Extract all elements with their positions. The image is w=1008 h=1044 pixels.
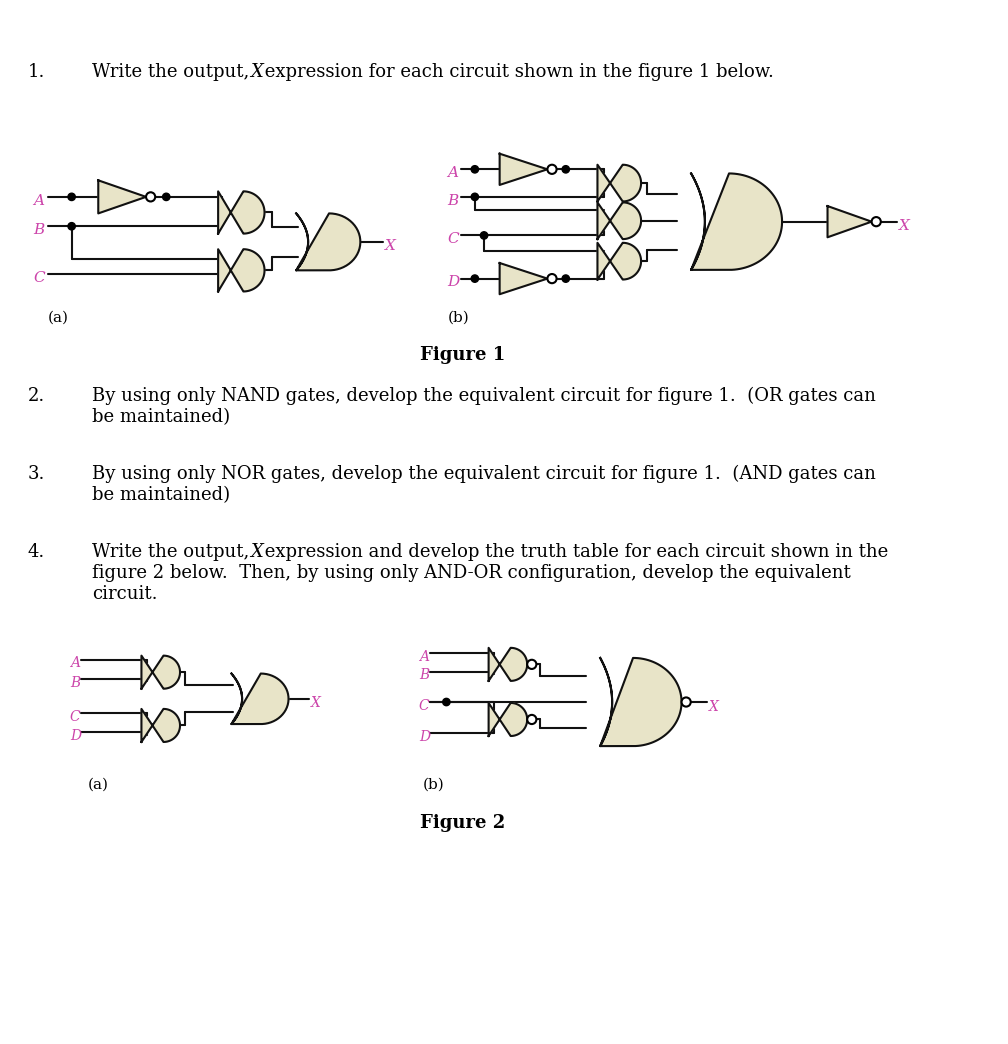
Polygon shape — [489, 703, 527, 736]
Text: D: D — [70, 729, 81, 743]
Text: Write the output,: Write the output, — [92, 63, 255, 80]
Polygon shape — [598, 243, 641, 280]
Polygon shape — [141, 656, 180, 689]
Text: be maintained): be maintained) — [92, 487, 230, 504]
Circle shape — [547, 274, 556, 283]
Circle shape — [527, 715, 536, 725]
Polygon shape — [218, 250, 264, 291]
Polygon shape — [296, 213, 360, 270]
Text: A: A — [70, 657, 80, 670]
Polygon shape — [232, 673, 288, 725]
Text: B: B — [70, 675, 80, 690]
Circle shape — [527, 660, 536, 669]
Circle shape — [547, 165, 556, 174]
Text: expression and develop the truth table for each circuit shown in the: expression and develop the truth table f… — [259, 543, 888, 561]
Circle shape — [443, 698, 450, 706]
Polygon shape — [141, 709, 180, 742]
Circle shape — [562, 275, 570, 282]
Text: A: A — [33, 193, 44, 208]
Circle shape — [146, 192, 155, 201]
Circle shape — [481, 232, 488, 239]
Text: X: X — [310, 696, 321, 710]
Polygon shape — [489, 648, 527, 681]
Text: be maintained): be maintained) — [92, 408, 230, 426]
Polygon shape — [600, 658, 681, 746]
Text: C: C — [70, 710, 81, 723]
Text: (b): (b) — [448, 311, 469, 325]
Text: C: C — [448, 232, 459, 246]
Text: B: B — [448, 193, 459, 208]
Text: D: D — [448, 276, 460, 289]
Text: A: A — [418, 650, 428, 664]
Circle shape — [162, 193, 170, 200]
Text: (b): (b) — [422, 778, 445, 791]
Circle shape — [68, 193, 76, 200]
Text: 3.: 3. — [27, 465, 45, 483]
Text: circuit.: circuit. — [92, 586, 157, 603]
Text: (a): (a) — [47, 311, 69, 325]
Polygon shape — [598, 165, 641, 201]
Text: B: B — [33, 223, 44, 237]
Polygon shape — [598, 203, 641, 239]
Circle shape — [562, 166, 570, 173]
Polygon shape — [691, 173, 782, 270]
Text: expression for each circuit shown in the figure 1 below.: expression for each circuit shown in the… — [259, 63, 774, 80]
Text: 1.: 1. — [27, 63, 45, 80]
Text: figure 2 below.  Then, by using only AND-OR configuration, develop the equivalen: figure 2 below. Then, by using only AND-… — [92, 564, 851, 583]
Text: X: X — [899, 219, 910, 233]
Circle shape — [471, 166, 479, 173]
Text: (a): (a) — [88, 778, 109, 791]
Polygon shape — [98, 181, 146, 213]
Polygon shape — [500, 263, 547, 294]
Circle shape — [471, 275, 479, 282]
Text: D: D — [418, 730, 430, 744]
Polygon shape — [828, 206, 872, 237]
Text: 4.: 4. — [27, 543, 44, 561]
Text: By using only NAND gates, develop the equivalent circuit for figure 1.  (OR gate: By using only NAND gates, develop the eq… — [92, 387, 876, 405]
Circle shape — [872, 217, 881, 227]
Text: X: X — [250, 63, 263, 80]
Circle shape — [68, 222, 76, 230]
Text: Figure 1: Figure 1 — [420, 346, 506, 363]
Text: A: A — [448, 166, 459, 180]
Text: X: X — [709, 699, 719, 714]
Text: Figure 2: Figure 2 — [420, 814, 506, 832]
Text: X: X — [385, 239, 396, 254]
Circle shape — [681, 697, 690, 707]
Text: B: B — [418, 668, 429, 683]
Text: Write the output,: Write the output, — [92, 543, 255, 561]
Polygon shape — [500, 153, 547, 185]
Text: C: C — [33, 270, 44, 285]
Text: By using only NOR gates, develop the equivalent circuit for figure 1.  (AND gate: By using only NOR gates, develop the equ… — [92, 465, 876, 483]
Text: 2.: 2. — [27, 387, 44, 405]
Text: X: X — [250, 543, 263, 561]
Text: C: C — [418, 698, 429, 713]
Circle shape — [471, 193, 479, 200]
Polygon shape — [218, 191, 264, 234]
